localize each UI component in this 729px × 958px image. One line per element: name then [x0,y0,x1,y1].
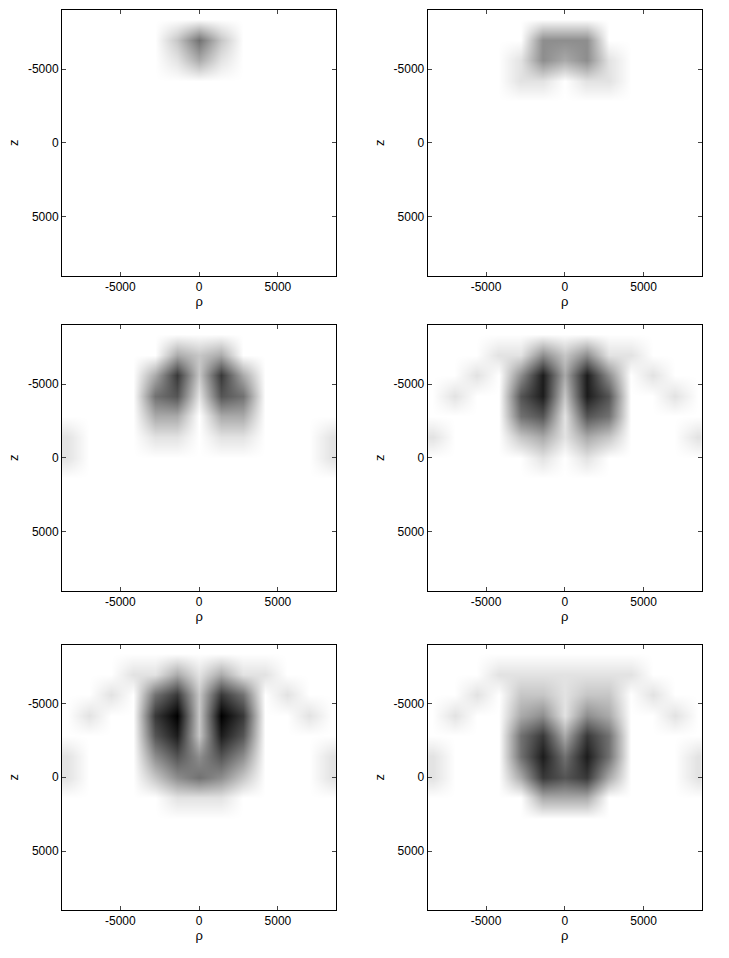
svg-text:0: 0 [561,914,568,928]
svg-text:5000: 5000 [32,844,59,858]
svg-text:5000: 5000 [630,280,657,294]
svg-text:5000: 5000 [32,210,59,224]
svg-text:ρ: ρ [561,928,568,943]
svg-text:0: 0 [418,451,425,465]
svg-text:ρ: ρ [561,294,568,309]
svg-text:0: 0 [561,280,568,294]
svg-text:ρ: ρ [195,928,202,943]
svg-text:-5000: -5000 [28,62,59,76]
svg-text:0: 0 [52,770,59,784]
svg-text:0: 0 [52,451,59,465]
svg-text:-5000: -5000 [394,62,425,76]
svg-text:z: z [6,455,21,462]
svg-text:z: z [372,140,387,147]
svg-text:ρ: ρ [561,609,568,624]
svg-text:5000: 5000 [630,595,657,609]
svg-text:5000: 5000 [398,210,425,224]
svg-text:-5000: -5000 [394,377,425,391]
svg-text:-5000: -5000 [471,595,502,609]
svg-text:5000: 5000 [265,914,292,928]
svg-text:5000: 5000 [32,525,59,539]
svg-text:-5000: -5000 [105,280,136,294]
svg-text:0: 0 [418,770,425,784]
svg-text:-5000: -5000 [28,697,59,711]
svg-text:0: 0 [196,914,203,928]
svg-text:z: z [6,774,21,781]
svg-text:-5000: -5000 [105,914,136,928]
svg-text:z: z [372,774,387,781]
svg-text:0: 0 [418,136,425,150]
svg-text:-5000: -5000 [471,280,502,294]
svg-text:5000: 5000 [265,280,292,294]
svg-text:5000: 5000 [398,525,425,539]
svg-text:5000: 5000 [630,914,657,928]
svg-text:0: 0 [196,280,203,294]
svg-text:z: z [6,140,21,147]
svg-text:5000: 5000 [265,595,292,609]
svg-text:5000: 5000 [398,844,425,858]
svg-text:ρ: ρ [195,609,202,624]
svg-text:-5000: -5000 [471,914,502,928]
svg-text:ρ: ρ [195,294,202,309]
svg-text:0: 0 [196,595,203,609]
svg-text:-5000: -5000 [105,595,136,609]
svg-text:z: z [372,455,387,462]
svg-text:0: 0 [561,595,568,609]
svg-text:0: 0 [52,136,59,150]
svg-text:-5000: -5000 [28,377,59,391]
svg-text:-5000: -5000 [394,697,425,711]
